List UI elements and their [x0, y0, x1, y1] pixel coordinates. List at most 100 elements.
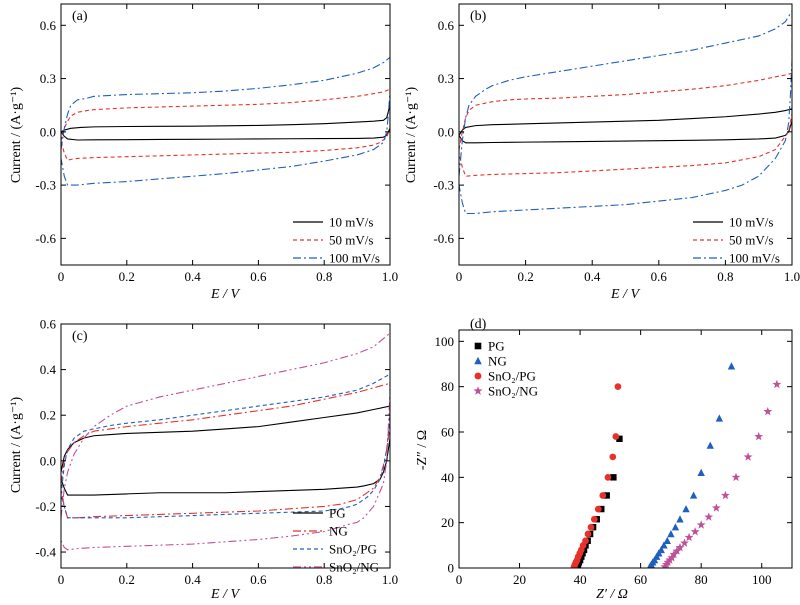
panel-d-legend-item-label: SnO₂/NG	[488, 384, 538, 399]
panel-c-y-tick-label: -0.4	[35, 545, 56, 560]
panel-d-y-tick-label: 80	[441, 379, 454, 394]
panel-d-series-sno-pg-point	[582, 537, 589, 545]
panel-c-y-tick-label: 0.6	[40, 317, 57, 332]
panel-d-series-sno-pg-point	[587, 523, 595, 531]
panel-b-series-100-mv-s-line	[459, 10, 792, 215]
panel-a-legend-item-label: 10 mV/s	[329, 215, 373, 230]
panel-d-legend-item-label: PG	[488, 339, 505, 354]
panel-c-y-tick-label: 0.0	[40, 453, 56, 468]
panel-d-x-tick-label: 60	[634, 572, 647, 587]
panel-d-series-sno-pg-point	[594, 505, 602, 513]
panel-d-series-sno-ng-point	[669, 549, 679, 559]
panel-b-x-tick-label: 0.8	[717, 269, 733, 284]
panel-c-x-axis-label: E / V	[210, 587, 240, 602]
panel-d-series-sno-ng-point	[754, 431, 764, 441]
panel-d-series-sno-pg-point	[599, 492, 607, 499]
panel-a-x-tick-label: 0.6	[250, 269, 267, 284]
panel-b-x-tick-label: 0.6	[651, 269, 668, 284]
panel-d-series-ng-point	[727, 362, 736, 370]
panel-d-series-sno-pg-point	[614, 383, 622, 391]
panel-b-y-tick-label: -0.6	[433, 231, 454, 246]
panel-a-series-100-mv-s-line	[61, 56, 390, 186]
panel-b-series-10-mv-s-line	[459, 108, 792, 144]
panel-d-series-sno-ng-point	[731, 472, 741, 482]
panel-a-frame	[60, 3, 391, 266]
panel-d-series-sno-pg-point	[612, 433, 620, 440]
panel-b-y-tick-label: 0.0	[438, 124, 454, 139]
panel-a-x-tick-label: 0	[58, 269, 65, 284]
panel-d-series-ng-point	[667, 530, 675, 538]
panel-c-legend-item-label: SnO₂/PG	[329, 542, 377, 557]
panel-a-y-tick-label: 0.3	[40, 71, 56, 86]
panel-d-y-tick-label: 0	[448, 561, 455, 576]
panel-b: 0 0.2 0.4 0.6 0.8 1.0 -0.6 -0.3 0.0 0.3 0.6 (b) E / …	[404, 3, 800, 302]
panel-b-legend-item-label: 50 mV/s	[729, 233, 773, 248]
panel-d-series-sno-ng-point	[672, 546, 682, 555]
panel-b-label: (b)	[470, 9, 487, 24]
panel-d-series-pg-point	[616, 435, 623, 442]
panel-d-series-ng-point	[660, 541, 668, 549]
panel-c-y-axis-label: Current / (A·g⁻¹)	[9, 396, 24, 493]
panel-d-series-sno-pg-point	[590, 515, 598, 523]
panel-c-series-pg-line	[61, 405, 390, 496]
panel-b-legend: 10 mV/s 50 mV/s 100 mV/s	[693, 215, 780, 266]
panel-b-y-tick-label: -0.3	[433, 178, 454, 193]
panel-a-plot-area	[61, 56, 390, 186]
panel-c-legend-item-label: PG	[329, 506, 346, 521]
panel-b-legend-item-label: 10 mV/s	[729, 215, 773, 230]
panel-c-y-tick-label: 0.4	[40, 362, 57, 377]
panel-d-y-tick-label: 20	[441, 515, 454, 530]
panel-d-series-sno-ng-point	[720, 490, 730, 500]
panel-c-label: (c)	[72, 329, 88, 344]
panel-d-y-tick-label: 100	[435, 334, 455, 349]
panel-d: 0 20 40 60 80 100 0 20 40 60 80 100 (d) Z′ / Ω -Z″ / Ω…	[415, 317, 793, 602]
panel-d-frame	[458, 329, 793, 569]
panel-b-x-tick-label: 0.4	[584, 269, 601, 284]
panel-a-y-tick-label: 0.0	[40, 124, 56, 139]
panel-d-series-sno-ng-point	[772, 379, 782, 389]
panel-a-label: (a)	[72, 9, 88, 24]
panel-d-series-sno-ng-point	[743, 452, 753, 461]
panel-d-legend-item-swatch	[474, 342, 482, 350]
panel-d-x-tick-label: 20	[513, 572, 526, 587]
panel-a-x-tick-label: 1.0	[382, 269, 398, 284]
panel-d-series-sno-ng-point	[711, 503, 721, 512]
panel-b-x-tick-label: 1.0	[784, 269, 800, 284]
panel-c-x-tick-label: 1.0	[382, 572, 398, 587]
panel-d-legend-item-swatch	[473, 386, 483, 395]
panel-b-plot-area	[459, 10, 792, 215]
panel-b-y-tick-label: 0.6	[438, 18, 455, 33]
panel-d-series-sno-ng-point	[690, 527, 700, 536]
panel-d-series-ng-point	[689, 491, 698, 499]
panel-d-series-sno-pg-point	[604, 473, 612, 481]
panel-d-series-sno-ng-point	[684, 532, 694, 542]
panel-c-legend-item-label: NG	[329, 524, 348, 539]
panel-a-y-axis-label: Current / (A·g⁻¹)	[9, 86, 24, 183]
panel-b-y-axis-label: Current / (A·g⁻¹)	[404, 86, 419, 183]
panel-a-x-tick-label: 0.4	[184, 269, 201, 284]
panel-d-series-ng-point	[697, 468, 705, 476]
panel-d-series-sno-pg	[570, 383, 622, 568]
panel-d-legend-item-swatch	[474, 356, 482, 365]
panel-c-x-tick-label: 0.2	[119, 572, 135, 587]
panel-a-y-tick-label: 0.6	[40, 18, 57, 33]
panel-d-series-ng-point	[663, 536, 671, 544]
panel-c-x-tick-label: 0.4	[184, 572, 201, 587]
panel-c-legend-item-label: SnO₂/NG	[329, 560, 379, 575]
panel-a-legend: 10 mV/s 50 mV/s 100 mV/s	[293, 215, 380, 266]
panel-b-frame	[458, 3, 793, 266]
panel-d-series-pg-point	[610, 474, 617, 481]
panel-c-x-tick-label: 0	[58, 572, 65, 587]
panel-a-series-10-mv-s-line	[61, 105, 390, 141]
panel-d-y-axis-label: -Z″ / Ω	[415, 430, 430, 470]
panel-d-series-ng-point	[715, 414, 724, 422]
panel-c-y-tick-label: 0.2	[40, 408, 56, 423]
panel-b-x-tick-label: 0.2	[517, 269, 533, 284]
panel-d-x-tick-label: 80	[695, 572, 708, 587]
panel-d-x-tick-label: 100	[752, 572, 772, 587]
panel-d-series-sno-ng-point	[704, 512, 714, 521]
panel-d-series-sno-ng	[660, 379, 782, 568]
panel-d-x-tick-label: 40	[574, 572, 587, 587]
panel-d-series-sno-ng-point	[680, 538, 689, 547]
